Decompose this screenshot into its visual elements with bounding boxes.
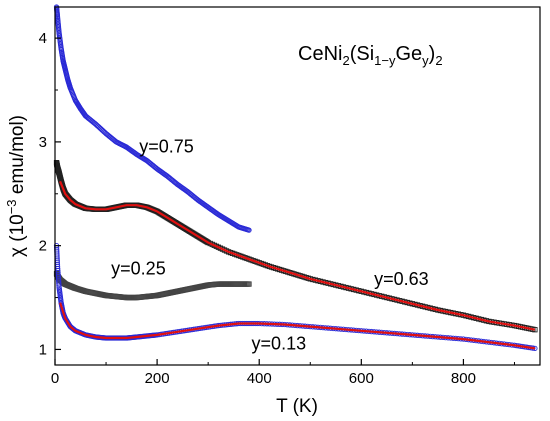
- series-annotation: y=0.75: [139, 136, 194, 156]
- x-axis-title: T (K): [276, 396, 318, 417]
- x-tick-label: 0: [51, 370, 59, 387]
- title-mid: Ge: [395, 43, 422, 65]
- series-y-0-75: [53, 4, 252, 233]
- x-tick-label: 600: [349, 370, 374, 387]
- series-y-0-63: [53, 160, 538, 333]
- plot-frame: [54, 6, 541, 366]
- ylabel-pre: χ (10: [7, 214, 28, 257]
- y-tick-label: 4: [39, 30, 47, 47]
- title-sub2: 1−y: [374, 53, 396, 68]
- ylabel-post: emu/mol): [7, 115, 28, 199]
- title-sub4: 2: [435, 53, 442, 68]
- series-layer: [53, 4, 538, 352]
- fit-layer: [59, 180, 536, 350]
- ylabel-sup: −3: [4, 199, 19, 214]
- x-tick-label: 800: [451, 370, 476, 387]
- series-annotation: y=0.63: [374, 269, 429, 289]
- title-sub1: 2: [342, 53, 349, 68]
- x-tick-label: 400: [247, 370, 272, 387]
- tick-layer: 0 200 400 600 800 1 2 3 4: [39, 30, 515, 387]
- series-annotation: y=0.13: [252, 333, 307, 353]
- series-annotation: y=0.25: [111, 259, 166, 279]
- data-point: [246, 281, 252, 287]
- fit-curve-2: [59, 302, 536, 350]
- title-prefix: CeNi: [298, 43, 342, 65]
- y-tick-label: 2: [39, 238, 47, 255]
- series-y-0-25: [53, 271, 252, 301]
- y-tick-label: 1: [39, 341, 47, 358]
- title-paren-open: (Si: [350, 43, 374, 65]
- x-tick-label: 200: [145, 370, 170, 387]
- y-axis-title: χ (10−3 emu/mol): [4, 115, 28, 257]
- y-tick-label: 3: [39, 134, 47, 151]
- title-paren-close: ): [429, 43, 436, 65]
- data-point: [56, 282, 62, 288]
- fit-curve-1: [59, 180, 536, 331]
- data-point: [246, 227, 252, 233]
- chart-title: CeNi2(Si1−yGey)2: [298, 43, 443, 68]
- title-sub3: y: [422, 53, 429, 68]
- annotation-layer: y=0.75 y=0.25 y=0.63 y=0.13: [111, 136, 428, 353]
